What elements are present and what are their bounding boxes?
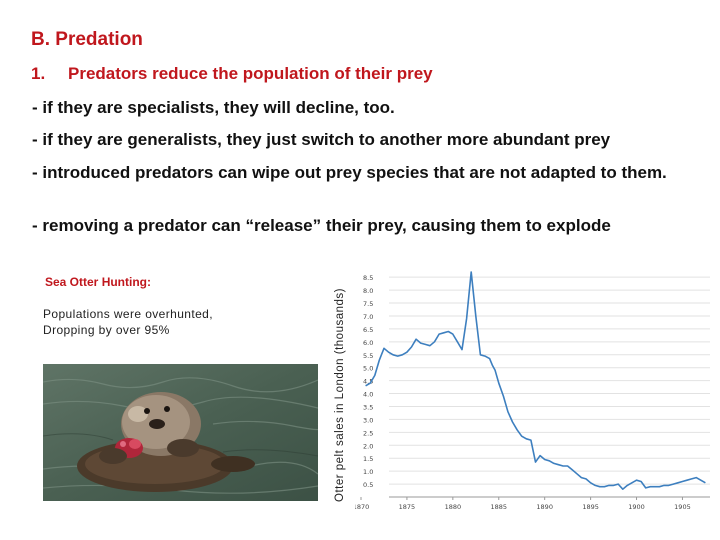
y-tick-label: 3.0	[363, 416, 373, 424]
x-tick-label: 1875	[399, 503, 416, 511]
plot-area	[361, 270, 710, 497]
y-tick-label: 2.5	[363, 429, 373, 437]
y-tick-label: 4.0	[363, 391, 373, 399]
y-tick-label: 7.5	[363, 300, 373, 308]
y-tick-label: 6.0	[363, 339, 373, 347]
y-tick-label: 1.5	[363, 455, 373, 463]
x-tick-label: 1890	[536, 503, 553, 511]
otter-description-line-2: Dropping by over 95%	[43, 323, 170, 337]
chart-y-axis-label: Otter pelt sales in London (thousands)	[334, 288, 346, 502]
x-tick-label: 1885	[490, 503, 507, 511]
slide-heading: B. Predation	[31, 29, 143, 50]
sea-otter-photo	[43, 364, 318, 501]
otter-description-line-1: Populations were overhunted,	[43, 307, 213, 321]
y-tick-label: 5.5	[363, 352, 373, 360]
x-tick-label: 1870	[355, 503, 369, 511]
x-tick-label: 1905	[674, 503, 691, 511]
main-point-text: Predators reduce the population of their…	[68, 64, 433, 83]
x-tick-label: 1880	[445, 503, 462, 511]
y-tick-label: 7.0	[363, 313, 373, 321]
otter-section-title: Sea Otter Hunting:	[45, 275, 152, 289]
y-tick-label: 0.5	[363, 481, 373, 489]
bullet-introduced-predators: - introduced predators can wipe out prey…	[32, 163, 667, 182]
bullet-specialists: - if they are specialists, they will dec…	[32, 98, 395, 117]
y-tick-label: 3.5	[363, 403, 373, 411]
x-tick-label: 1900	[628, 503, 645, 511]
main-point: 1. Predators reduce the population of the…	[31, 64, 433, 84]
otter-description: Populations were overhunted, Dropping by…	[43, 306, 213, 338]
series-line	[365, 271, 706, 490]
main-point-number: 1.	[31, 64, 46, 83]
y-tick-label: 2.0	[363, 442, 373, 450]
otter-pelt-sales-chart: 0.5 1.0 1.5 2.0 2.5 3.0 3.5 4.0 4.5 5.0 5.5 6.0 6.5 7…	[355, 270, 710, 511]
y-tick-label: 1.0	[363, 468, 373, 476]
y-tick-label: 6.5	[363, 326, 373, 334]
y-tick-label: 5.0	[363, 365, 373, 373]
y-tick-label: 8.0	[363, 287, 373, 295]
x-tick-label: 1895	[582, 503, 599, 511]
bullet-removing-predator: - removing a predator can “release” thei…	[32, 216, 611, 235]
y-tick-label: 8.5	[363, 274, 373, 282]
bullet-generalists: - if they are generalists, they just swi…	[32, 130, 611, 149]
y-tick-label: 4.5	[363, 378, 373, 386]
